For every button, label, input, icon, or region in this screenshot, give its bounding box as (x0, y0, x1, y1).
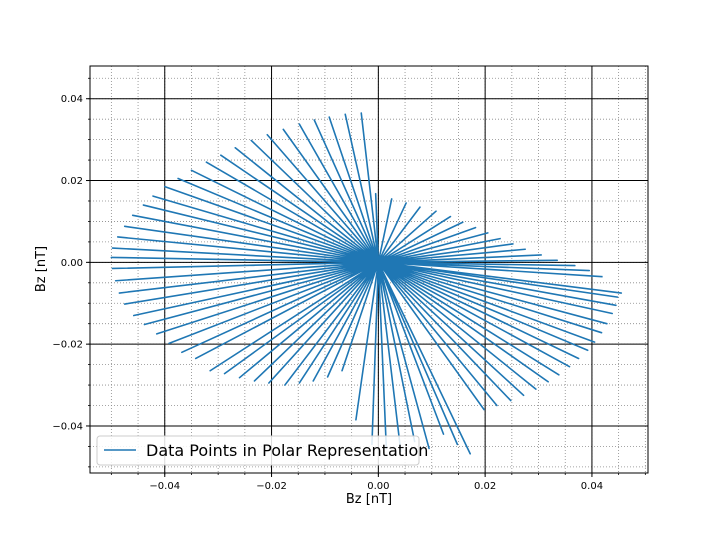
plot-frame (89, 65, 649, 474)
legend-label: Data Points in Polar Representation (146, 441, 428, 460)
x-axis-label: Bz [nT] (346, 492, 392, 507)
y-tick-label: 0.04 (61, 94, 83, 105)
y-tick-label: 0.02 (61, 176, 83, 187)
y-tick-label: −0.04 (52, 421, 83, 432)
x-tick-label: −0.02 (256, 481, 287, 492)
y-axis: −0.04 −0.02 0.00 0.02 0.04 (52, 77, 90, 468)
legend-box (96, 435, 420, 466)
data-series (110, 112, 623, 455)
x-axis: −0.04 −0.02 0.00 0.02 0.04 (110, 473, 646, 492)
legend: Data Points in Polar Representation (96, 435, 428, 466)
x-tick-label: 0.04 (581, 481, 603, 492)
x-tick-label: 0.00 (367, 481, 389, 492)
series-line (110, 112, 623, 455)
y-axis-label: Bz [nT] (34, 246, 49, 292)
x-tick-label: −0.04 (149, 481, 180, 492)
y-tick-label: −0.02 (52, 340, 83, 351)
x-tick-label: 0.02 (474, 481, 496, 492)
y-tick-label: 0.00 (61, 258, 83, 269)
